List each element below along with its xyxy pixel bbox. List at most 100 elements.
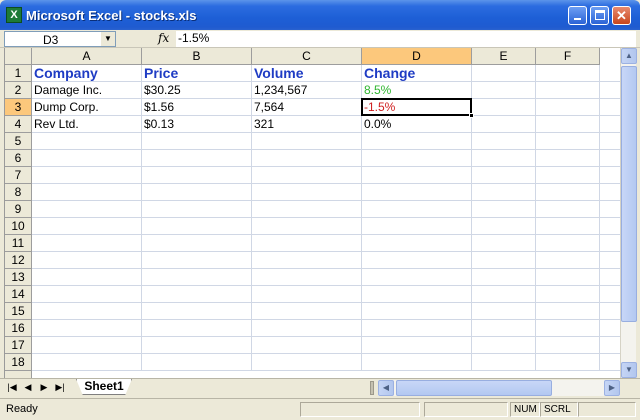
cell-c18[interactable]	[252, 354, 362, 371]
excel-icon[interactable]: X	[6, 7, 22, 23]
row-header-14[interactable]: 14	[5, 286, 32, 303]
cell-f7[interactable]	[536, 167, 600, 184]
cell-f13[interactable]	[536, 269, 600, 286]
cell-e1[interactable]	[472, 65, 536, 82]
cell-a7[interactable]	[32, 167, 142, 184]
cell-f3[interactable]	[536, 99, 600, 116]
cell-d14[interactable]	[362, 286, 472, 303]
column-header-c[interactable]: C	[252, 48, 362, 65]
scroll-right-button[interactable]: ▶	[604, 380, 620, 396]
row-header-9[interactable]: 9	[5, 201, 32, 218]
cell-b15[interactable]	[142, 303, 252, 320]
last-sheet-icon[interactable]: ▶|	[55, 382, 65, 392]
cell-d16[interactable]	[362, 320, 472, 337]
cell-d10[interactable]	[362, 218, 472, 235]
cell-a3[interactable]: Dump Corp.	[32, 99, 142, 116]
cell-a6[interactable]	[32, 150, 142, 167]
row-header-13[interactable]: 13	[5, 269, 32, 286]
title-bar[interactable]: X Microsoft Excel - stocks.xls ✕	[0, 0, 640, 30]
row-header-18[interactable]: 18	[5, 354, 32, 371]
cell-d5[interactable]	[362, 133, 472, 150]
prev-sheet-icon[interactable]: ◀	[24, 382, 32, 392]
chevron-down-icon[interactable]: ▼	[101, 32, 115, 46]
cell-a2[interactable]: Damage Inc.	[32, 82, 142, 99]
next-sheet-icon[interactable]: ▶	[40, 382, 48, 392]
select-all-corner[interactable]	[5, 48, 32, 65]
cell-b5[interactable]	[142, 133, 252, 150]
insert-function-icon[interactable]: fx	[158, 31, 170, 45]
cell-a8[interactable]	[32, 184, 142, 201]
cell-overflow[interactable]	[600, 167, 620, 184]
cell-overflow[interactable]	[600, 133, 620, 150]
cell-d12[interactable]	[362, 252, 472, 269]
cell-b8[interactable]	[142, 184, 252, 201]
cell-overflow[interactable]	[600, 320, 620, 337]
cell-a14[interactable]	[32, 286, 142, 303]
cell-d15[interactable]	[362, 303, 472, 320]
cell-f2[interactable]	[536, 82, 600, 99]
row-header-5[interactable]: 5	[5, 133, 32, 150]
row-header-2[interactable]: 2	[5, 82, 32, 99]
cell-f15[interactable]	[536, 303, 600, 320]
name-box[interactable]: D3 ▼	[4, 31, 116, 47]
cell-f8[interactable]	[536, 184, 600, 201]
cell-overflow[interactable]	[600, 150, 620, 167]
cell-f6[interactable]	[536, 150, 600, 167]
cell-e15[interactable]	[472, 303, 536, 320]
cell-overflow[interactable]	[600, 303, 620, 320]
cell-c14[interactable]	[252, 286, 362, 303]
cell-e18[interactable]	[472, 354, 536, 371]
cell-a11[interactable]	[32, 235, 142, 252]
cell-a1[interactable]: Company	[32, 65, 142, 82]
minimize-button[interactable]	[568, 6, 587, 25]
cell-c4[interactable]: 321	[252, 116, 362, 133]
cell-overflow[interactable]	[600, 201, 620, 218]
cell-f1[interactable]	[536, 65, 600, 82]
cell-a17[interactable]	[32, 337, 142, 354]
cell-overflow[interactable]	[600, 218, 620, 235]
cell-d7[interactable]	[362, 167, 472, 184]
cell-f12[interactable]	[536, 252, 600, 269]
cell-c3[interactable]: 7,564	[252, 99, 362, 116]
cell-overflow[interactable]	[600, 235, 620, 252]
column-header-d[interactable]: D	[362, 48, 472, 65]
tab-split-handle[interactable]	[370, 381, 374, 395]
cell-d17[interactable]	[362, 337, 472, 354]
cell-d8[interactable]	[362, 184, 472, 201]
cell-e12[interactable]	[472, 252, 536, 269]
cell-f10[interactable]	[536, 218, 600, 235]
cell-b6[interactable]	[142, 150, 252, 167]
cell-b12[interactable]	[142, 252, 252, 269]
cell-c7[interactable]	[252, 167, 362, 184]
cell-b10[interactable]	[142, 218, 252, 235]
cell-c11[interactable]	[252, 235, 362, 252]
cell-e6[interactable]	[472, 150, 536, 167]
cell-f16[interactable]	[536, 320, 600, 337]
cell-a5[interactable]	[32, 133, 142, 150]
cell-f9[interactable]	[536, 201, 600, 218]
close-button[interactable]: ✕	[612, 6, 631, 25]
cell-e7[interactable]	[472, 167, 536, 184]
cell-a15[interactable]	[32, 303, 142, 320]
cell-overflow[interactable]	[600, 65, 620, 82]
scroll-left-button[interactable]: ◀	[378, 380, 394, 396]
column-header-b[interactable]: B	[142, 48, 252, 65]
cell-d9[interactable]	[362, 201, 472, 218]
fill-handle[interactable]	[469, 113, 474, 118]
cell-b7[interactable]	[142, 167, 252, 184]
cell-f18[interactable]	[536, 354, 600, 371]
cell-c1[interactable]: Volume	[252, 65, 362, 82]
cell-f11[interactable]	[536, 235, 600, 252]
cell-f14[interactable]	[536, 286, 600, 303]
column-header-e[interactable]: E	[472, 48, 536, 65]
cell-overflow[interactable]	[600, 269, 620, 286]
cell-d18[interactable]	[362, 354, 472, 371]
spreadsheet-grid[interactable]: A B C D E F 1 Company Price Volume Change 2 Damage I…	[4, 48, 620, 378]
row-header-17[interactable]: 17	[5, 337, 32, 354]
cell-c15[interactable]	[252, 303, 362, 320]
cell-e3[interactable]	[472, 99, 536, 116]
cell-e8[interactable]	[472, 184, 536, 201]
row-header-12[interactable]: 12	[5, 252, 32, 269]
cell-a16[interactable]	[32, 320, 142, 337]
cell-e5[interactable]	[472, 133, 536, 150]
